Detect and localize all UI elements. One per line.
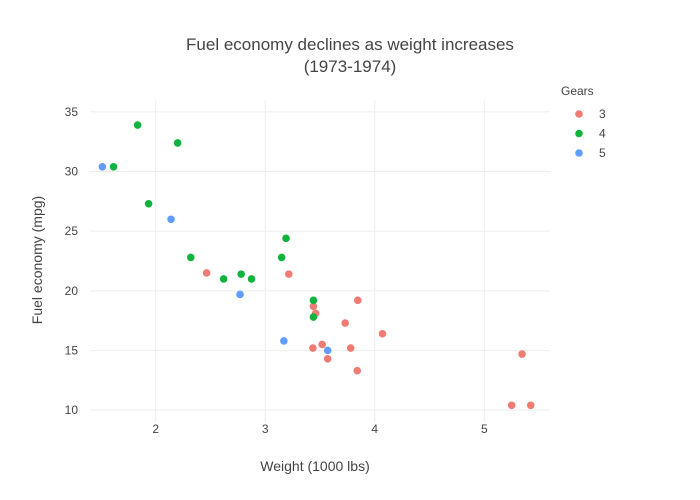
data-point-gear-4[interactable] xyxy=(309,296,318,305)
gridlines xyxy=(90,100,550,422)
data-point-gear-3[interactable] xyxy=(353,366,362,375)
data-point-gear-3[interactable] xyxy=(318,340,326,349)
data-point-gear-3[interactable] xyxy=(202,269,211,277)
data-point-gear-5[interactable] xyxy=(236,290,244,299)
data-point-gear-3[interactable] xyxy=(323,354,332,363)
chart-subtitle: (1973-1974) xyxy=(304,57,397,76)
data-point-gear-4[interactable] xyxy=(219,275,228,283)
data-point-gear-3[interactable] xyxy=(309,344,317,352)
legend-title: Gears xyxy=(561,84,594,98)
x-tick-label: 3 xyxy=(262,422,269,436)
data-point-gear-4[interactable] xyxy=(282,234,290,243)
data-point-gear-4[interactable] xyxy=(144,199,153,208)
legend-marker-gear-3[interactable] xyxy=(575,110,583,118)
legend-label-gear-4[interactable]: 4 xyxy=(599,127,606,141)
y-tick-label: 20 xyxy=(65,284,79,298)
data-point-gear-5[interactable] xyxy=(280,337,288,345)
data-point-gear-3[interactable] xyxy=(518,350,526,358)
legend-label-gear-3[interactable]: 3 xyxy=(599,107,606,121)
x-tick-labels: 2 3 4 5 xyxy=(152,422,488,436)
data-point-gear-4[interactable] xyxy=(133,121,142,129)
data-point-gear-5[interactable] xyxy=(98,162,107,171)
data-point-gear-4[interactable] xyxy=(309,313,318,321)
x-tick-label: 4 xyxy=(371,422,378,436)
y-tick-label: 30 xyxy=(65,165,79,179)
data-point-gear-3[interactable] xyxy=(507,401,516,410)
y-tick-label: 15 xyxy=(65,343,79,357)
data-point-gear-3[interactable] xyxy=(526,401,535,410)
data-point-gear-3[interactable] xyxy=(284,270,293,278)
data-point-gear-3[interactable] xyxy=(346,344,355,352)
data-point-gear-4[interactable] xyxy=(109,162,118,171)
chart-title: Fuel economy declines as weight increase… xyxy=(186,35,514,54)
x-tick-label: 2 xyxy=(152,422,159,436)
data-point-gear-4[interactable] xyxy=(237,270,245,278)
y-tick-labels: 10 15 20 25 30 35 xyxy=(65,105,79,417)
data-point-gear-5[interactable] xyxy=(323,346,332,355)
legend-items: 3 4 5 xyxy=(575,107,606,160)
y-tick-label: 10 xyxy=(65,403,79,417)
data-point-gear-4[interactable] xyxy=(247,275,256,283)
data-point-gear-4[interactable] xyxy=(186,253,195,262)
y-tick-label: 25 xyxy=(65,224,79,238)
y-tick-label: 35 xyxy=(65,105,79,119)
y-axis-title: Fuel economy (mpg) xyxy=(29,196,45,324)
data-point-gear-3[interactable] xyxy=(378,329,387,338)
data-point-gear-5[interactable] xyxy=(167,215,175,224)
data-points xyxy=(98,121,535,410)
legend-marker-gear-4[interactable] xyxy=(575,129,583,138)
data-point-gear-3[interactable] xyxy=(341,319,349,327)
legend: Gears 3 4 5 xyxy=(561,84,606,160)
legend-marker-gear-5[interactable] xyxy=(575,149,583,157)
data-point-gear-4[interactable] xyxy=(173,139,182,147)
data-point-gear-3[interactable] xyxy=(353,296,362,305)
legend-label-gear-5[interactable]: 5 xyxy=(599,146,606,160)
data-point-gear-3[interactable] xyxy=(309,302,318,311)
data-point-gear-4[interactable] xyxy=(277,253,286,262)
x-axis-title: Weight (1000 lbs) xyxy=(260,458,369,474)
x-tick-label: 5 xyxy=(481,422,488,436)
